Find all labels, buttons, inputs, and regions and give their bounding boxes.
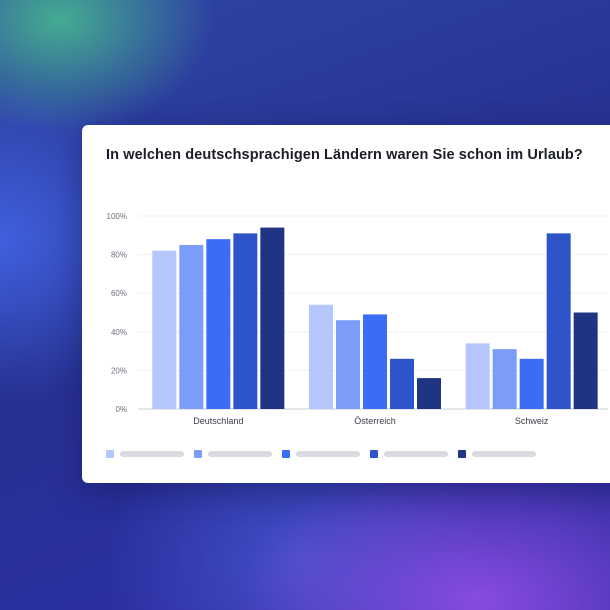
- x-tick-label: Österreich: [354, 416, 396, 426]
- legend-swatch: [194, 450, 202, 458]
- x-tick-label: Deutschland: [193, 416, 243, 426]
- bar: [152, 250, 177, 409]
- legend: [106, 450, 536, 458]
- legend-label-placeholder: [208, 451, 272, 457]
- legend-item: [458, 450, 536, 458]
- bar: [206, 239, 231, 409]
- bar: [519, 358, 544, 409]
- legend-item: [282, 450, 360, 458]
- legend-item: [370, 450, 448, 458]
- legend-label-placeholder: [472, 451, 536, 457]
- x-tick-label: Schweiz: [515, 416, 549, 426]
- y-tick-label: 80%: [111, 251, 127, 260]
- bar: [233, 233, 258, 409]
- y-tick-label: 40%: [111, 328, 127, 337]
- bar: [363, 314, 387, 409]
- bar: [179, 244, 204, 409]
- bar: [417, 378, 441, 409]
- chart-title: In welchen deutschsprachigen Ländern war…: [106, 147, 583, 163]
- bar-chart: 0% 20% 40% 60% 80% 100% Deutschland Österreich S…: [107, 212, 608, 426]
- legend-swatch: [106, 450, 114, 458]
- legend-label-placeholder: [296, 451, 360, 457]
- legend-swatch: [282, 450, 290, 458]
- legend-label-placeholder: [120, 451, 184, 457]
- bar: [492, 349, 517, 409]
- bar: [260, 227, 285, 409]
- bar: [573, 312, 598, 409]
- y-tick-label: 60%: [111, 289, 127, 298]
- legend-swatch: [370, 450, 378, 458]
- bar: [309, 304, 333, 409]
- y-tick-label: 100%: [107, 212, 127, 221]
- y-tick-label: 0%: [115, 405, 127, 414]
- legend-item: [106, 450, 184, 458]
- bar: [336, 320, 360, 409]
- chart-card: In welchen deutschsprachigen Ländern war…: [82, 125, 610, 483]
- y-tick-label: 20%: [111, 366, 127, 375]
- bar: [546, 233, 571, 409]
- legend-swatch: [458, 450, 466, 458]
- bar: [465, 343, 490, 409]
- legend-label-placeholder: [384, 451, 448, 457]
- legend-item: [194, 450, 272, 458]
- bar: [390, 358, 414, 409]
